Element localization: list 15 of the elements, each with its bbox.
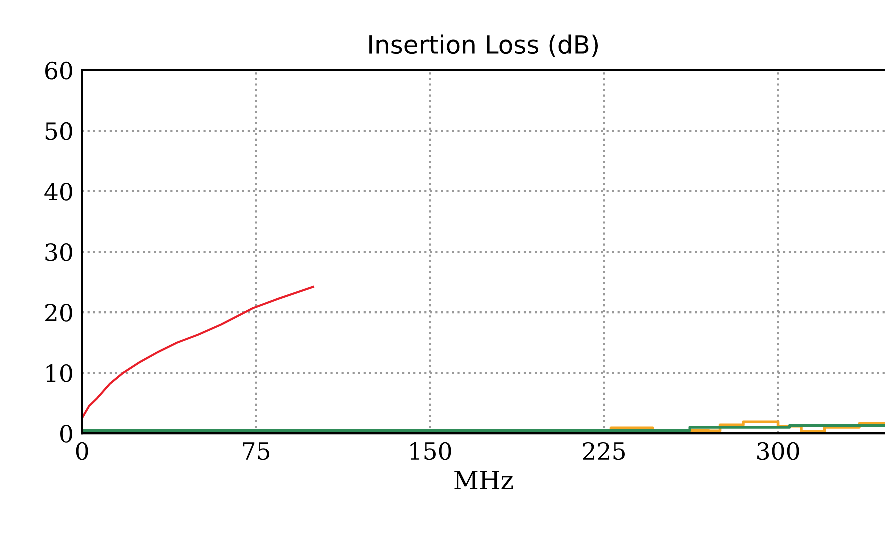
line-series	[82, 286, 314, 418]
x-tick-label: 75	[243, 442, 270, 460]
y-tick-label: 50	[46, 122, 72, 140]
x-tick-label: 0	[76, 442, 88, 460]
y-tick-label: 20	[46, 304, 72, 322]
chart-title: Insertion Loss (dB)	[370, 34, 598, 58]
x-tick-label: 150	[410, 442, 452, 460]
x-tick-label: 225	[583, 442, 625, 460]
y-tick-label: 60	[46, 62, 72, 80]
y-tick-label: 0	[60, 425, 72, 443]
y-tick-label: 30	[46, 243, 72, 262]
y-tick-label: 40	[44, 182, 72, 201]
x-tick-label: 300	[758, 442, 800, 460]
y-tick-label: 10	[46, 364, 72, 382]
x-axis-title: MHz	[454, 471, 514, 490]
